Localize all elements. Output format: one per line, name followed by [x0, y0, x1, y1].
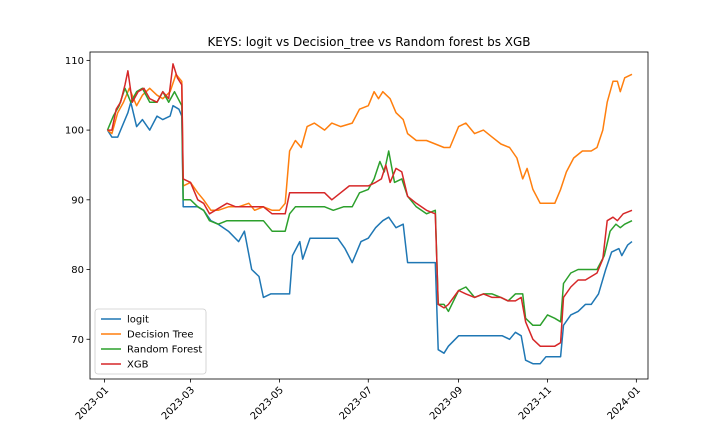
series-line-logit: [106, 101, 633, 365]
legend-label: logit: [127, 315, 149, 326]
y-tick-label: 90: [71, 195, 84, 206]
series-line-xgb: [107, 63, 633, 347]
y-tick-label: 80: [71, 265, 84, 276]
legend-label: Random Forest: [127, 345, 202, 356]
legend-label: Decision Tree: [127, 330, 194, 341]
y-tick-label: 100: [65, 126, 84, 137]
legend: logit Decision Tree Random Forest XGB: [94, 308, 207, 375]
y-tick-label: 110: [65, 56, 84, 67]
plot-frame: [89, 51, 649, 380]
chart-title: KEYS: logit vs Decision_tree vs Random f…: [207, 35, 530, 49]
legend-box: [94, 308, 207, 375]
y-axis: 70 80 90 100 110: [65, 56, 90, 346]
y-tick-label: 70: [71, 335, 84, 346]
series-layer: [106, 63, 633, 365]
legend-label: XGB: [127, 360, 149, 371]
